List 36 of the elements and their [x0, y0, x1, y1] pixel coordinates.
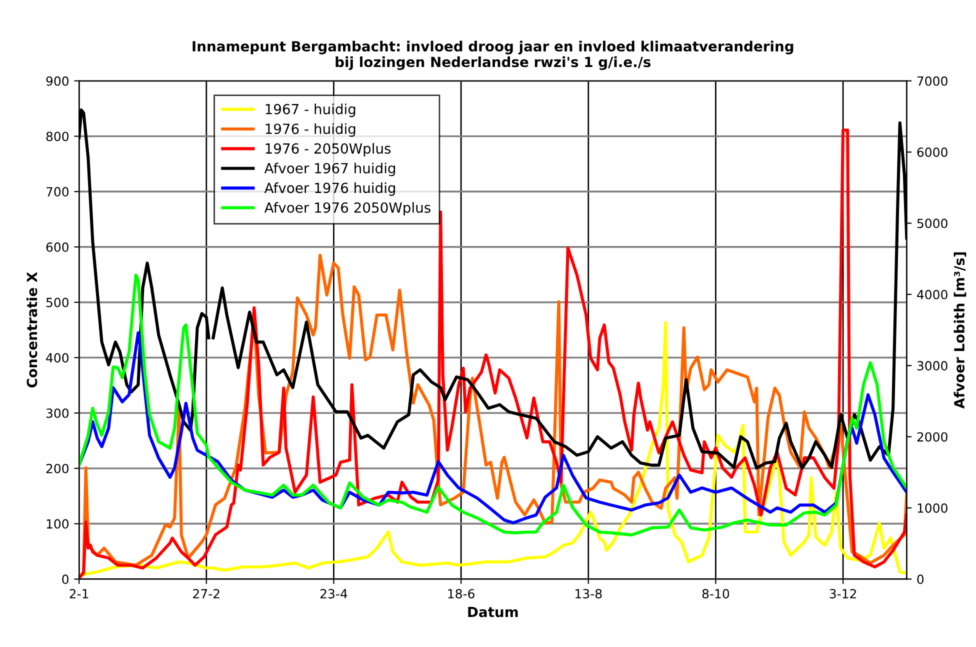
legend-label: 1976 - huidig — [266, 123, 356, 137]
y2-tick-label: 6000 — [917, 148, 948, 157]
x-tick-label: 27-2 — [193, 589, 220, 598]
y-tick-label: 500 — [46, 298, 69, 308]
y-axis-title: Concentratie X — [26, 272, 38, 388]
x-tick-label: 3-12 — [830, 589, 856, 598]
y-tick-label: 100 — [46, 519, 69, 529]
x-tick-label: 2-1 — [70, 589, 88, 598]
chart-title: Innamepunt Bergambacht: invloed droog jaar en invloed klimaatverandering bij lozingen Nederlandse rwzi's 1 g/i.e./s — [192, 40, 794, 70]
y2-tick-label: 0 — [917, 574, 924, 584]
line-series — [79, 274, 907, 536]
y2-tick-label: 7000 — [917, 76, 948, 86]
y-tick-label: 700 — [46, 187, 69, 197]
legend-label: 1967 - huidig — [266, 104, 356, 118]
x-tick-label: 13-8 — [576, 589, 602, 598]
x-tick-label: 23-4 — [320, 589, 348, 598]
legend-label: Afvoer 1976 huidig — [264, 182, 396, 196]
y-tick-label: 200 — [46, 464, 69, 474]
y2-tick-label: 5000 — [917, 218, 948, 228]
y-tick-label: 800 — [46, 132, 69, 142]
legend-label: 1976 - 2050Wplus — [266, 143, 391, 156]
y-tick-label: 0 — [62, 574, 69, 584]
y-tick-label: 400 — [46, 353, 69, 363]
y2-tick-label: 3000 — [917, 361, 948, 370]
legend-label: Afvoer 1976 2050Wplus — [264, 202, 430, 216]
y2-tick-label: 2000 — [917, 432, 948, 442]
y-tick-label: 900 — [46, 76, 69, 86]
y2-axis-title: Afvoer Lobith [m³/s] — [954, 252, 966, 409]
legend-label: Afvoer 1967 huidig — [264, 162, 396, 176]
x-tick-label: 18-6 — [448, 589, 474, 598]
y2-tick-label: 1000 — [918, 503, 948, 513]
x-tick-label: 8-10 — [702, 589, 730, 598]
y-tick-label: 300 — [46, 408, 69, 418]
y-tick-label: 600 — [46, 242, 69, 252]
y2-tick-label: 4000 — [917, 290, 948, 300]
x-axis-title: Datum — [468, 606, 518, 618]
